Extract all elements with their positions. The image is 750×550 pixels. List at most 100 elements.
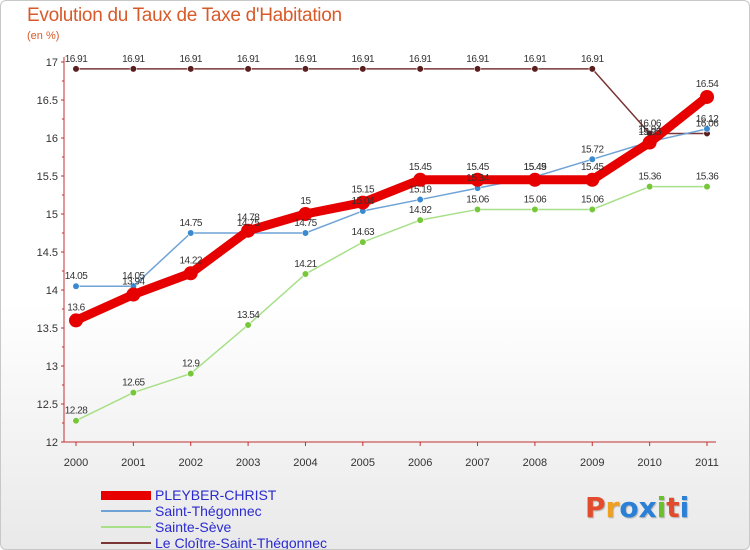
legend-swatch xyxy=(101,510,151,512)
data-label: 13.94 xyxy=(122,277,145,288)
data-label: 14.63 xyxy=(352,227,375,238)
legend-label: Saint-Thégonnec xyxy=(155,503,262,519)
x-tick-label: 2009 xyxy=(580,457,604,469)
data-label: 16.91 xyxy=(409,54,432,65)
y-tick-label: 14.5 xyxy=(37,247,58,259)
legend-swatch xyxy=(101,490,151,500)
data-point-pleyber-christ xyxy=(585,172,600,187)
chart-title: Evolution du Taux de Taxe d'Habitation xyxy=(27,5,342,26)
data-label: 14.05 xyxy=(122,271,145,282)
data-point-saint-thegonnec xyxy=(72,282,80,290)
data-point-saint-thegonnec xyxy=(703,125,711,133)
x-tick-label: 2011 xyxy=(695,457,719,469)
data-point-pleyber-christ xyxy=(126,287,141,302)
series-line-sainte-seve xyxy=(75,185,707,422)
data-label: 16.91 xyxy=(179,54,202,65)
data-point-pleyber-christ xyxy=(355,195,370,210)
data-label: 16.91 xyxy=(581,54,604,65)
data-point-pleyber-christ xyxy=(183,266,198,281)
data-point-sainte-seve xyxy=(301,270,310,278)
data-point-pleyber-christ xyxy=(642,135,657,150)
data-point-saint-thegonnec xyxy=(187,229,195,237)
y-tick-label: 12.5 xyxy=(37,399,58,411)
legend-label: Sainte-Sève xyxy=(155,519,232,535)
x-tick-label: 2001 xyxy=(121,457,145,469)
data-label: 16.06 xyxy=(696,118,719,129)
data-point-saint-thegonnec xyxy=(588,155,596,163)
data-point-le-cloitre-saint-thegonnec xyxy=(187,65,195,73)
data-label: 15.06 xyxy=(466,194,489,205)
data-label: 15.72 xyxy=(581,144,604,155)
x-tick-label: 2006 xyxy=(408,457,432,469)
data-label: 15.06 xyxy=(524,194,547,205)
data-point-le-cloitre-saint-thegonnec xyxy=(473,65,482,73)
data-label: 16.91 xyxy=(352,54,375,65)
data-point-le-cloitre-saint-thegonnec xyxy=(129,65,137,73)
series-line-saint-thegonnec xyxy=(76,128,708,287)
data-point-sainte-seve xyxy=(703,183,711,191)
data-label: 14.92 xyxy=(409,205,432,216)
data-point-sainte-seve xyxy=(473,205,482,214)
data-label: 13.6 xyxy=(67,302,85,313)
data-point-sainte-seve xyxy=(359,238,367,246)
data-label: 13.54 xyxy=(237,310,260,321)
data-point-sainte-seve xyxy=(244,321,252,329)
data-label: 12.28 xyxy=(65,406,88,417)
data-point-sainte-seve xyxy=(72,417,80,425)
data-label: 12.65 xyxy=(122,378,145,389)
data-label: 14.75 xyxy=(294,218,317,229)
series-line-le-cloitre-saint-thegonnec xyxy=(76,68,707,135)
data-label: 16.91 xyxy=(65,54,88,65)
data-point-saint-thegonnec xyxy=(301,229,310,237)
data-label: 15.15 xyxy=(352,185,375,196)
data-label: 14.05 xyxy=(65,271,88,282)
data-label: 15.45 xyxy=(581,162,604,173)
x-tick-label: 2010 xyxy=(637,457,661,469)
data-label: 16.91 xyxy=(524,54,547,65)
data-point-le-cloitre-saint-thegonnec xyxy=(531,65,539,73)
y-tick-label: 15.5 xyxy=(37,171,58,183)
x-tick-label: 2003 xyxy=(236,457,260,469)
data-label: 16.91 xyxy=(237,54,260,65)
data-label: 15.45 xyxy=(466,162,489,173)
data-point-pleyber-christ xyxy=(700,89,714,104)
data-point-le-cloitre-saint-thegonnec xyxy=(72,65,80,73)
data-point-sainte-seve xyxy=(129,389,137,397)
data-label: 12.9 xyxy=(182,359,200,370)
data-label: 15.34 xyxy=(466,173,489,184)
data-label: 15.94 xyxy=(638,125,661,136)
data-point-sainte-seve xyxy=(588,205,596,214)
y-tick-label: 17 xyxy=(46,57,58,69)
data-label: 16.91 xyxy=(294,54,317,65)
data-point-le-cloitre-saint-thegonnec xyxy=(588,65,596,73)
x-tick-label: 2008 xyxy=(523,457,547,469)
legend-label: Le Cloître-Saint-Thégonnec xyxy=(155,535,327,550)
data-point-pleyber-christ xyxy=(241,223,256,238)
data-point-pleyber-christ xyxy=(470,172,485,187)
data-point-pleyber-christ xyxy=(413,172,428,187)
data-label: 15.06 xyxy=(581,194,604,205)
x-tick-label: 2000 xyxy=(64,457,88,469)
data-label: 16.12 xyxy=(696,114,719,125)
x-tick-label: 2002 xyxy=(178,457,202,469)
data-point-le-cloitre-saint-thegonnec xyxy=(244,65,252,73)
data-label: 15.45 xyxy=(409,162,432,173)
data-label: 15.45 xyxy=(524,162,547,173)
data-point-pleyber-christ xyxy=(298,207,313,221)
y-tick-label: 12 xyxy=(46,437,58,449)
data-label: 16.06 xyxy=(638,118,661,129)
data-label: 16.91 xyxy=(466,54,489,65)
legend-swatch xyxy=(101,542,151,544)
data-point-pleyber-christ xyxy=(69,313,83,328)
series-line-pleyber-christ xyxy=(71,92,712,325)
y-tick-label: 13.5 xyxy=(37,323,58,335)
data-point-sainte-seve xyxy=(646,183,654,191)
y-tick-label: 15 xyxy=(46,209,58,221)
x-tick-label: 2004 xyxy=(293,457,317,469)
y-tick-label: 16 xyxy=(46,133,58,145)
data-point-le-cloitre-saint-thegonnec xyxy=(416,65,424,73)
legend-swatch xyxy=(101,526,151,528)
data-label: 16.54 xyxy=(696,79,719,90)
